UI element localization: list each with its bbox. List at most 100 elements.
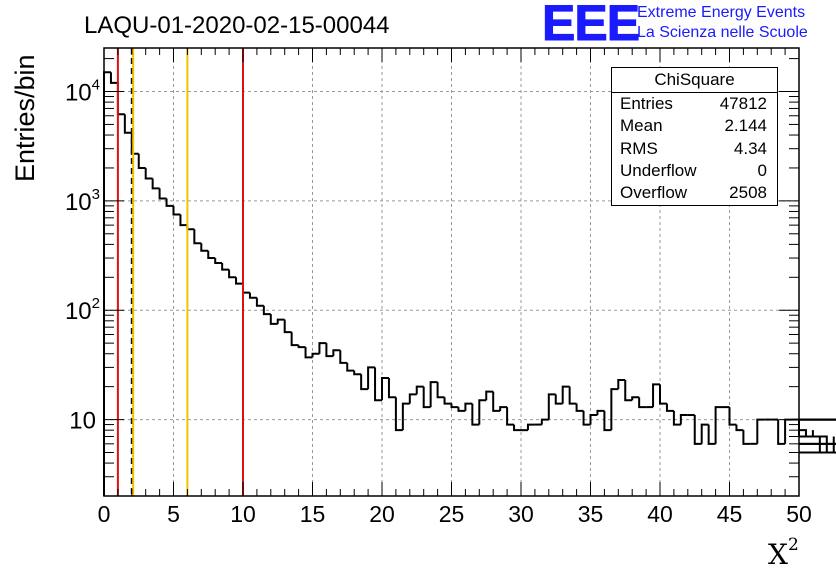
histogram-bin (248, 292, 257, 299)
histogram-bin (464, 402, 473, 411)
histogram-bin (784, 418, 793, 444)
histogram-bin (429, 381, 438, 408)
x-tick-label: 40 (647, 501, 673, 527)
histogram-bin (756, 418, 765, 444)
histogram-bin (478, 399, 487, 425)
x-axis-label: X2 (768, 534, 799, 571)
histogram-bin (276, 318, 285, 324)
x-axis-label-sup: 2 (787, 534, 799, 555)
histogram-bin (297, 345, 306, 349)
stats-row: Entries 47812 (620, 94, 767, 116)
histogram-bin (714, 406, 723, 444)
histogram-bin (526, 423, 535, 431)
stats-row: Overflow 2508 (620, 183, 767, 205)
y-axis-label: Entries/bin (10, 54, 40, 182)
histogram-bin (144, 167, 153, 180)
histogram-bin (415, 385, 424, 395)
histogram-bin (659, 384, 667, 405)
histogram-bin (374, 367, 382, 402)
histogram-bin (172, 205, 181, 216)
histogram-bin (568, 386, 577, 405)
y-tick-label: 103 (65, 186, 100, 216)
histogram-bin (575, 403, 584, 412)
histogram-bin (596, 409, 605, 416)
x-tick-label: 35 (578, 501, 604, 527)
histogram-bin (103, 71, 111, 496)
histogram-bin (603, 410, 612, 432)
histogram-bin (325, 343, 334, 358)
histogram-bin (735, 424, 744, 432)
stats-value: 47812 (719, 94, 767, 113)
statistics-box: ChiSquare Entries 47812 Mean 2.144 RMS 4… (611, 67, 778, 206)
stats-label: Underflow (620, 161, 697, 180)
histogram-bin (492, 391, 501, 412)
histogram-bin (652, 383, 660, 408)
histogram-bin (485, 390, 494, 401)
histogram-bin (193, 229, 202, 245)
histogram-bin (665, 403, 674, 412)
histogram-bin (346, 362, 355, 372)
y-tick-label: 10 (69, 408, 96, 435)
stats-row: RMS 4.34 (620, 139, 767, 161)
x-tick-label: 45 (717, 501, 743, 527)
histogram-bin (242, 283, 250, 294)
x-tick-label: 0 (98, 501, 111, 527)
histogram-bin (179, 214, 188, 227)
histogram-bin (353, 370, 362, 376)
histogram-bin (471, 403, 480, 426)
histogram-bin (443, 397, 452, 405)
histogram-bin (255, 297, 264, 307)
x-tick-label: 15 (300, 501, 326, 527)
histogram-bin (728, 407, 737, 426)
histogram-bin (582, 410, 591, 426)
histogram-bin (165, 198, 174, 207)
histogram-bin (200, 243, 209, 252)
histogram-bin (693, 415, 702, 445)
histogram-bin (332, 349, 341, 357)
histogram-bin (617, 379, 626, 390)
histogram-bin (304, 347, 313, 359)
histogram-bin (269, 314, 278, 325)
histogram-bin (123, 114, 132, 134)
tick-marks-layer (103, 48, 800, 497)
stats-value: 2.144 (724, 116, 767, 135)
histogram-bin (137, 153, 146, 169)
histogram-bin (799, 442, 836, 445)
histogram-bin (450, 403, 459, 409)
histogram-bin (318, 342, 327, 354)
x-tick-label: 10 (230, 501, 256, 527)
histogram-bin (742, 430, 751, 445)
grid-layer (104, 48, 799, 496)
histogram-bin (554, 394, 563, 405)
histogram-bin (506, 407, 515, 426)
histogram-bin (457, 407, 466, 412)
x-axis-label-base: X (768, 538, 788, 571)
stats-name: ChiSquare (654, 70, 735, 89)
histogram-bin (186, 225, 195, 231)
histogram-bin (422, 386, 431, 409)
histogram-bin (624, 380, 633, 402)
stats-label: RMS (620, 139, 658, 158)
histogram-bin (799, 429, 807, 437)
tick-labels-layer: 0 5 10 15 20 25 30 35 40 45 50 10 102 103 104 (65, 77, 812, 527)
histogram-bin (499, 406, 508, 411)
histogram-bin (638, 397, 647, 409)
histogram-bin (151, 178, 160, 190)
chart-title: LAQU-01-2020-02-15-00044 (84, 12, 390, 39)
histogram-bin (401, 402, 410, 431)
histogram-bin (672, 410, 681, 426)
histogram-bin (799, 435, 828, 453)
y-tick-label: 104 (65, 77, 100, 107)
histogram-bin (158, 188, 167, 200)
histogram-bin (360, 374, 369, 391)
histogram-bin (262, 305, 271, 316)
histogram-bin (631, 396, 640, 401)
histogram-bin (116, 82, 125, 116)
histogram-bin (561, 385, 570, 404)
stats-row: Underflow 0 (620, 161, 767, 183)
histogram-bin (381, 376, 389, 401)
histogram-bin (311, 352, 320, 358)
x-tick-label: 30 (508, 501, 534, 527)
histogram-bin (290, 332, 299, 347)
